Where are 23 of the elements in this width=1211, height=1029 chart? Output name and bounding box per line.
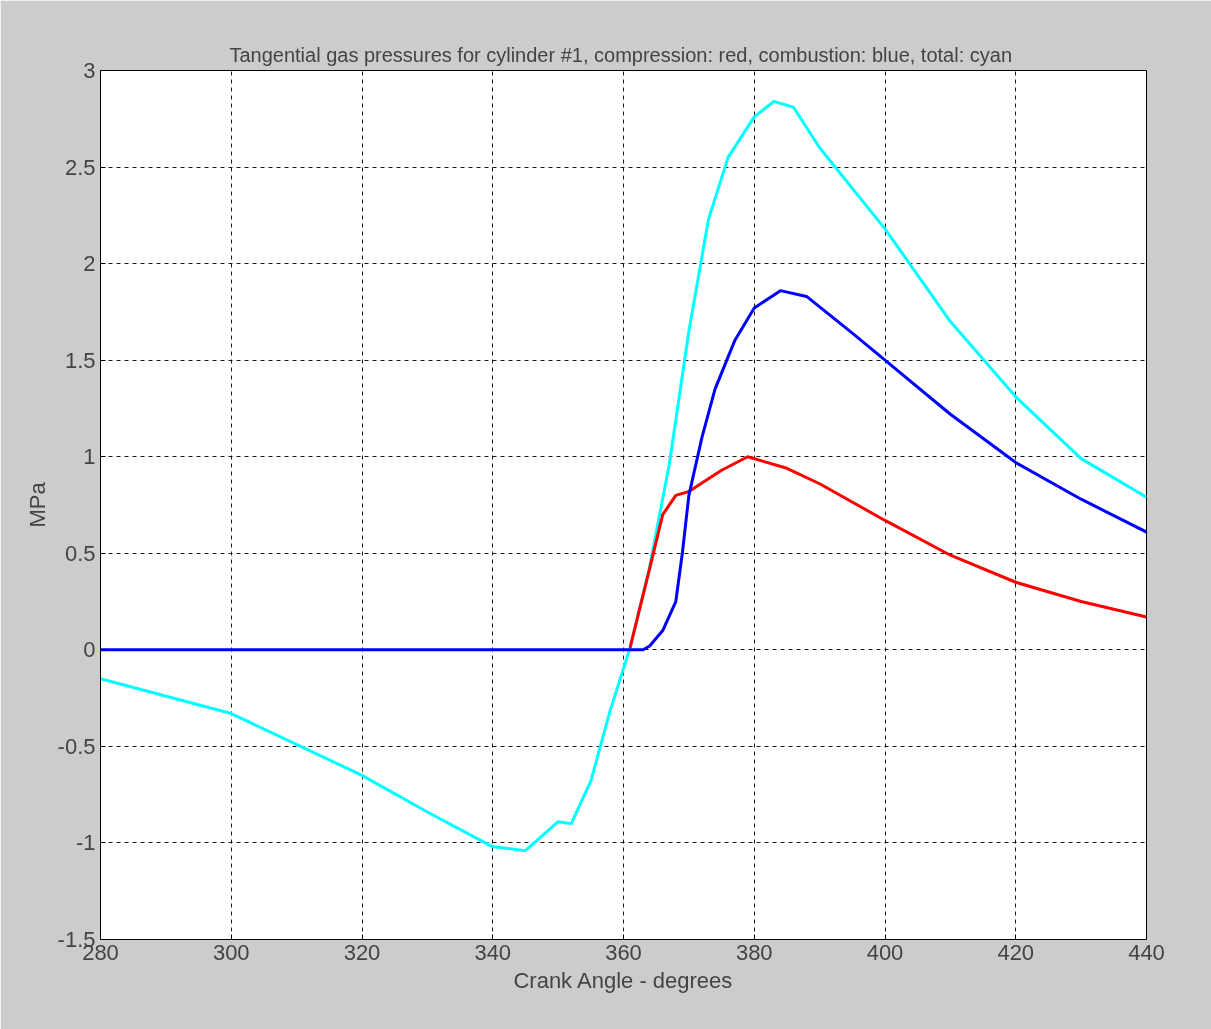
y-tick-label: 0.5	[64, 540, 96, 566]
y-tick-label: 1.5	[64, 347, 96, 373]
x-axis-title: Crank Angle - degrees	[513, 967, 733, 993]
line-series	[628, 455, 1147, 650]
line-series	[100, 99, 1147, 853]
x-tick-label: 380	[735, 939, 773, 965]
x-tick-label: 340	[474, 939, 512, 965]
x-tick-label: 320	[343, 939, 381, 965]
y-tick-label: -0.5	[57, 733, 96, 759]
chart-title: Tangential gas pressures for cylinder #1, compression: red, combustion: blue, total: cyan	[229, 43, 1013, 66]
line-series	[100, 289, 1147, 652]
x-tick-label: 420	[997, 939, 1035, 965]
y-tick-label: 1	[83, 444, 96, 470]
x-tick-label: 300	[212, 939, 250, 965]
y-tick-label: 2	[83, 251, 96, 277]
x-tick-label: 440	[1128, 939, 1165, 965]
y-tick-label: 0	[83, 637, 96, 663]
x-tick-label: 400	[866, 939, 904, 965]
x-tick-label: 360	[605, 939, 642, 965]
y-tick-label: 3	[83, 58, 96, 83]
y-axis-title: MPa	[24, 481, 50, 528]
y-tick-label: -1	[75, 830, 96, 856]
y-tick-label: 2.5	[64, 154, 96, 180]
